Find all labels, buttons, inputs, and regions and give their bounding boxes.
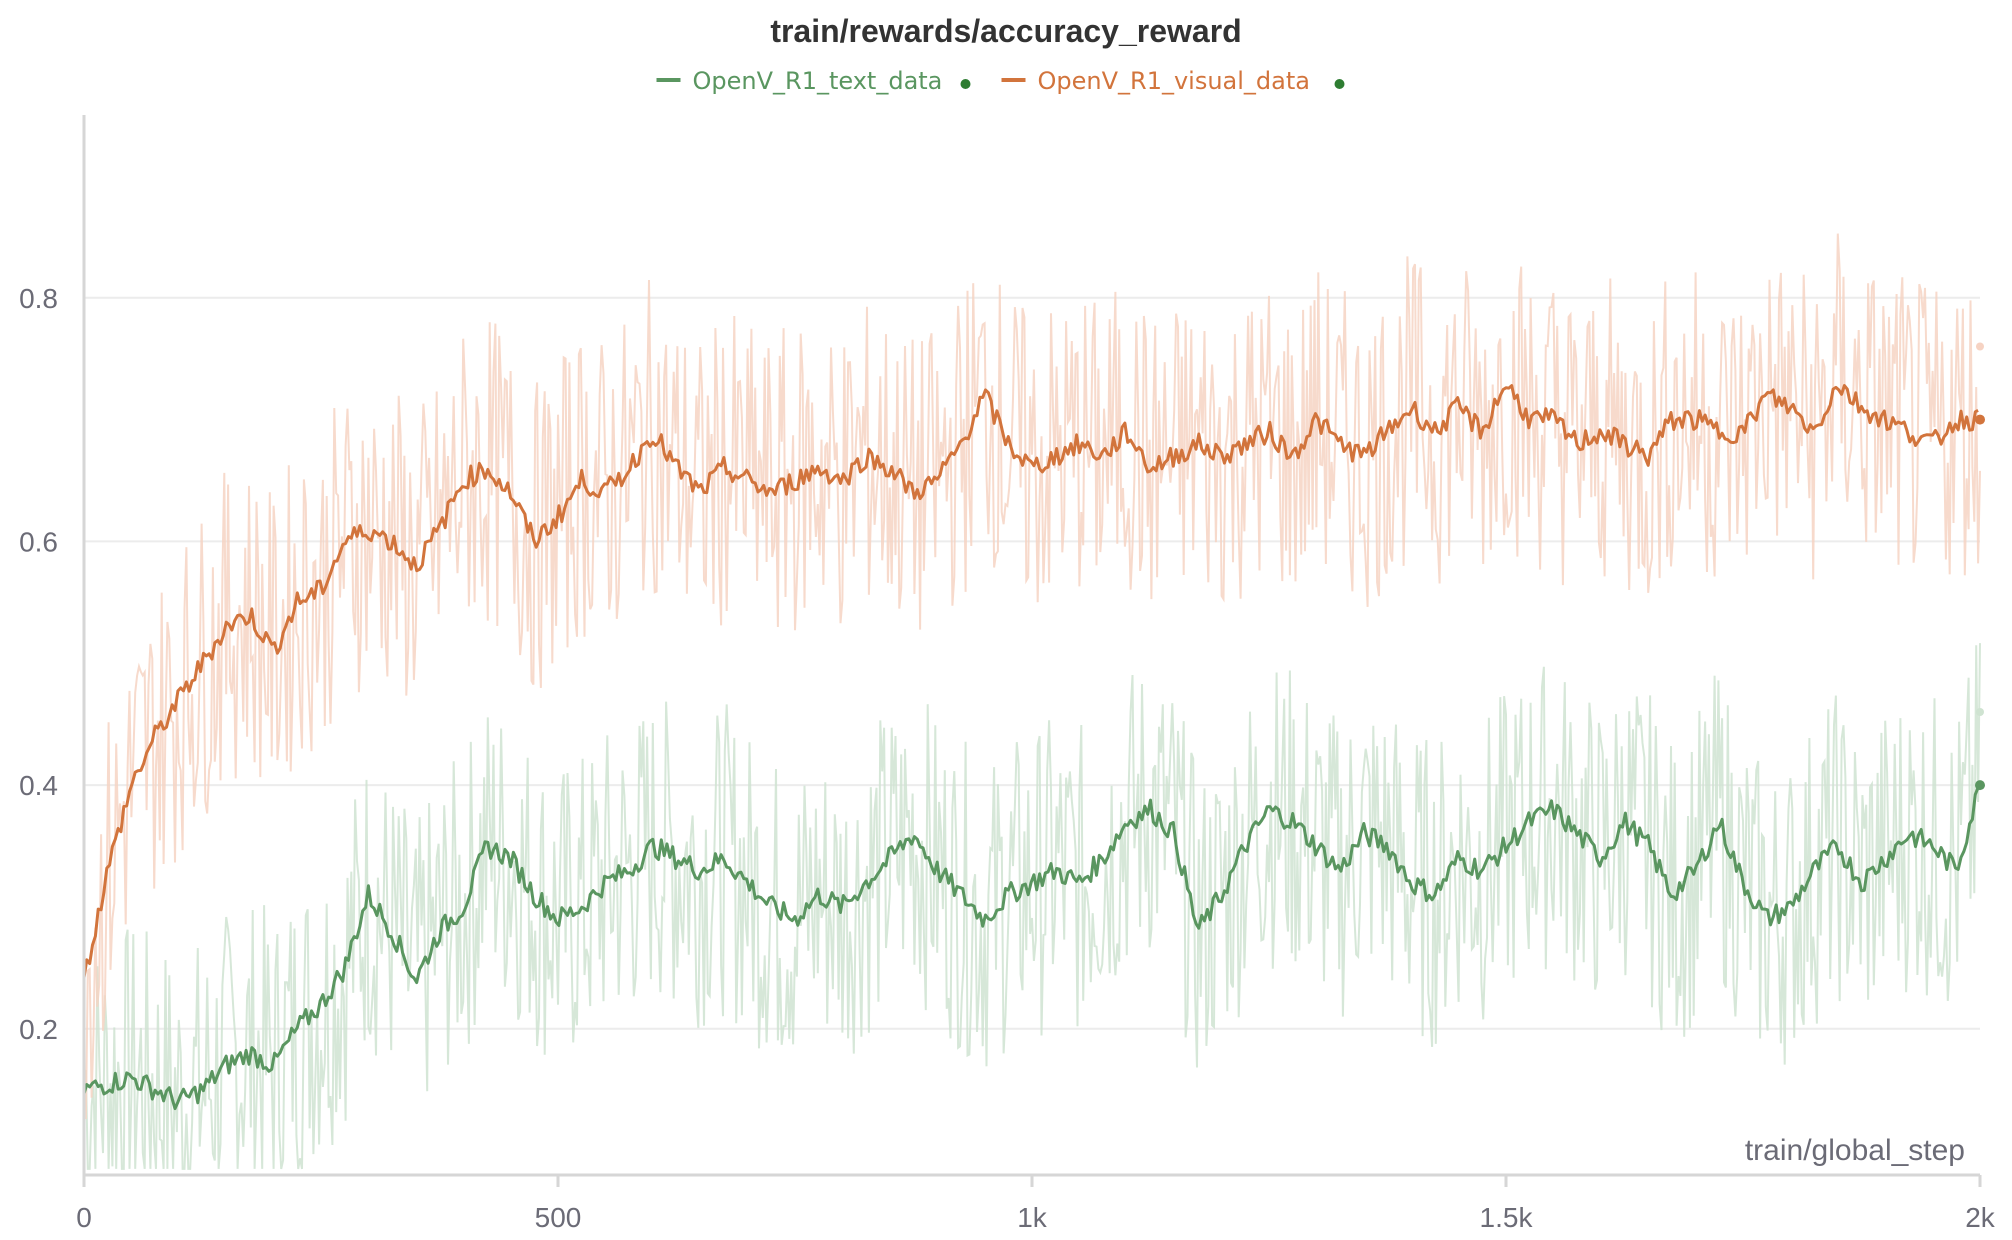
x-tick-label: 1k bbox=[1017, 1202, 1048, 1233]
legend-label: OpenV_R1_text_data bbox=[693, 67, 943, 95]
series-raw-line bbox=[83, 643, 1981, 1170]
x-tick-label: 500 bbox=[535, 1202, 582, 1233]
legend-label: OpenV_R1_visual_data bbox=[1038, 67, 1310, 95]
y-tick-label: 0.6 bbox=[19, 526, 58, 557]
x-axis: 0 500 1k 1.5k 2k bbox=[76, 1173, 1996, 1233]
series-line bbox=[82, 786, 1980, 1111]
legend: OpenV_R1_text_data OpenV_R1_visual_data bbox=[656, 67, 1345, 95]
legend-status-dot bbox=[960, 79, 971, 89]
series-line bbox=[82, 384, 1979, 979]
y-tick-label: 0.8 bbox=[19, 283, 58, 314]
x-tick-label: 2k bbox=[1965, 1202, 1996, 1233]
x-tick-label: 0 bbox=[76, 1202, 92, 1233]
smoothed-series-layer bbox=[82, 342, 1985, 1111]
x-tick-label: 1.5k bbox=[1480, 1202, 1534, 1233]
y-tick-label: 0.4 bbox=[19, 770, 58, 801]
y-tick-label: 0.2 bbox=[19, 1014, 58, 1045]
y-axis: 0.2 0.4 0.6 0.8 bbox=[19, 115, 86, 1175]
series-end-point[interactable] bbox=[1975, 780, 1985, 791]
raw-series-layer bbox=[83, 233, 1981, 1170]
x-axis-title: train/global_step bbox=[1745, 1134, 1965, 1167]
chart-title: train/rewards/accuracy_reward bbox=[770, 13, 1241, 49]
series-raw-end-point bbox=[1976, 708, 1984, 717]
legend-status-dot bbox=[1334, 79, 1345, 89]
legend-item[interactable]: OpenV_R1_text_data bbox=[656, 67, 971, 95]
series-raw-line bbox=[83, 233, 1981, 1120]
series-raw-end-point bbox=[1976, 342, 1984, 351]
legend-item[interactable]: OpenV_R1_visual_data bbox=[1001, 67, 1345, 95]
series-end-point[interactable] bbox=[1975, 414, 1985, 425]
